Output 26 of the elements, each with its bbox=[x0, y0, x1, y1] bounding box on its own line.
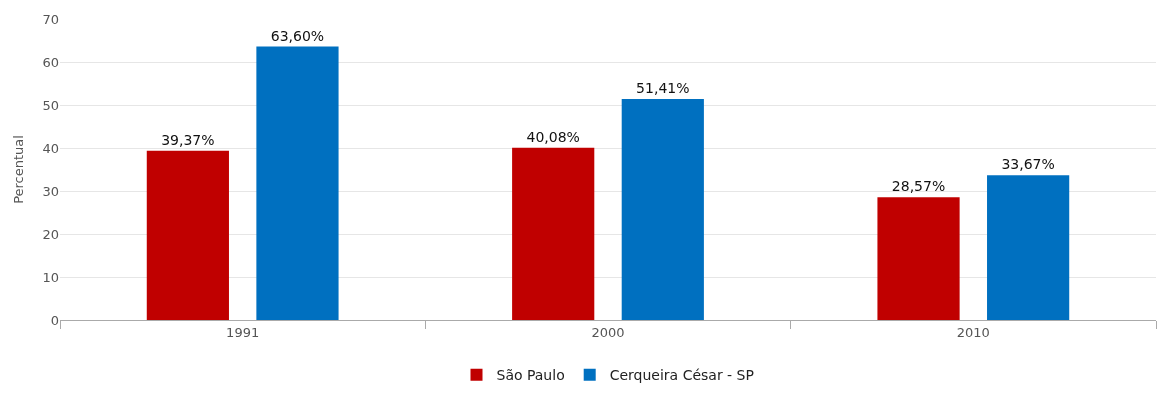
legend-label: São Paulo bbox=[496, 367, 565, 384]
y-tick-label: 10 bbox=[42, 269, 59, 285]
x-tick-label: 2000 bbox=[591, 324, 625, 340]
x-tick-label: 2010 bbox=[956, 324, 990, 340]
y-tick-label: 30 bbox=[42, 183, 59, 199]
y-tick-label: 50 bbox=[42, 97, 59, 113]
data-label: 28,57% bbox=[891, 178, 946, 195]
y-tick-label: 70 bbox=[42, 11, 59, 27]
data-label: 51,41% bbox=[636, 79, 690, 96]
bar bbox=[512, 147, 595, 320]
y-tick-label: 60 bbox=[42, 54, 59, 70]
data-label: 40,08% bbox=[526, 128, 580, 145]
bar bbox=[256, 46, 339, 320]
data-label: 33,67% bbox=[1001, 156, 1055, 173]
y-axis-title: Percentual bbox=[11, 135, 27, 204]
y-tick-label: 20 bbox=[42, 226, 59, 242]
bar bbox=[987, 175, 1070, 320]
x-tick-label: 1991 bbox=[226, 324, 260, 340]
y-tick-label: 0 bbox=[50, 312, 59, 328]
y-tick-label: 40 bbox=[42, 140, 59, 156]
legend-label: Cerqueira César - SP bbox=[609, 367, 754, 384]
bar bbox=[621, 98, 704, 320]
bar bbox=[877, 197, 960, 320]
bar bbox=[146, 150, 229, 320]
data-label: 39,37% bbox=[161, 131, 215, 148]
data-label: 63,60% bbox=[270, 27, 325, 44]
